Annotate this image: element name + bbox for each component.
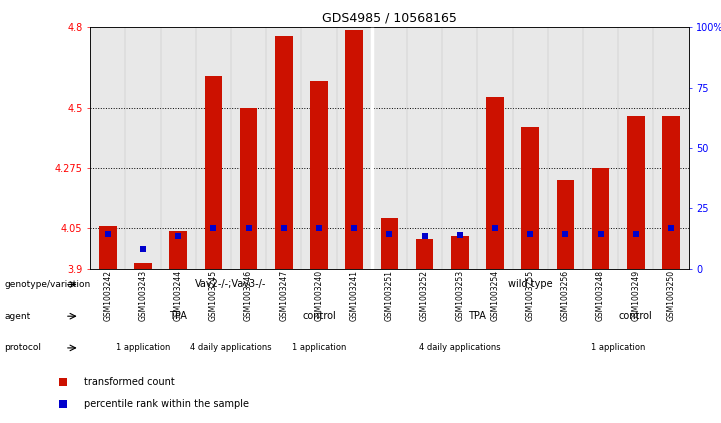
Text: transformed count: transformed count [84,377,175,387]
Bar [416,239,433,269]
Bar [169,231,187,269]
Text: control: control [619,311,653,321]
Bar [381,218,398,269]
Title: GDS4985 / 10568165: GDS4985 / 10568165 [322,12,457,25]
Bar [205,76,222,269]
Text: TPA: TPA [169,311,187,321]
Text: 1 application: 1 application [292,343,346,352]
Bar [239,108,257,269]
Bar [275,36,293,269]
Bar [134,263,151,269]
Text: 1 application: 1 application [116,343,170,352]
Bar [662,116,680,269]
Text: protocol: protocol [4,343,41,352]
Text: control: control [302,311,336,321]
Bar [345,30,363,269]
Text: TPA: TPA [469,311,486,321]
Bar [99,226,117,269]
Bar [310,81,328,269]
Text: Vav2-/-;Vav3-/-: Vav2-/-;Vav3-/- [195,280,267,289]
Bar [627,116,645,269]
Bar [557,180,574,269]
Bar [451,236,469,269]
Bar [521,126,539,269]
Text: agent: agent [4,312,30,321]
Text: 4 daily applications: 4 daily applications [419,343,500,352]
Text: 4 daily applications: 4 daily applications [190,343,272,352]
Text: wild type: wild type [508,280,552,289]
Text: percentile rank within the sample: percentile rank within the sample [84,398,249,409]
Text: 1 application: 1 application [591,343,645,352]
Text: genotype/variation: genotype/variation [4,280,91,289]
Bar [592,168,609,269]
Bar [486,97,504,269]
